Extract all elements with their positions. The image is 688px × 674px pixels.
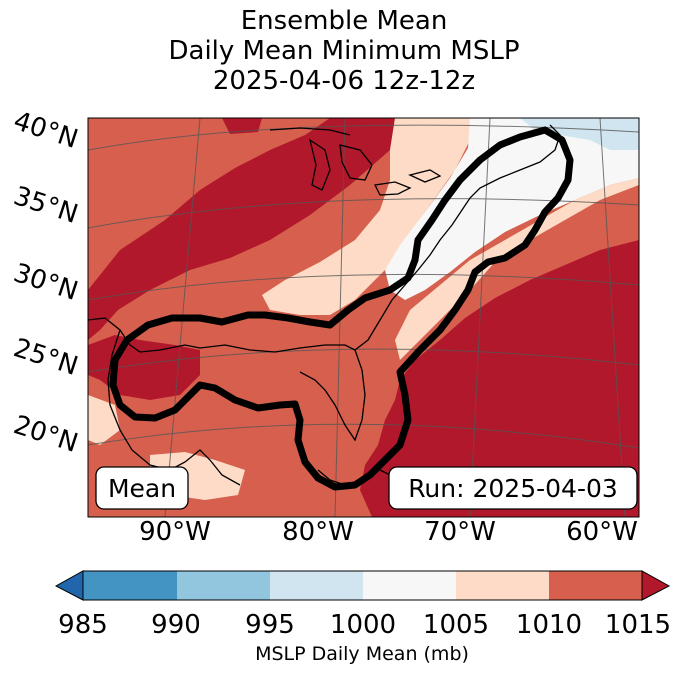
lon-label-90: 90°W	[139, 517, 211, 547]
field-1005-1010-caribbean	[88, 395, 120, 445]
map-frame	[87, 117, 640, 518]
colorbar-tick-990: 990	[151, 610, 201, 640]
colorbar-frame	[82, 570, 643, 601]
colorbar-tick-1000: 1000	[330, 610, 396, 640]
field-above-1015-atlantic	[360, 240, 639, 517]
title-line-1: Ensemble Mean	[240, 6, 448, 36]
colorbar: 985 990 995 1000 1005 1010 1015 MSLP Dai…	[54, 570, 671, 665]
map-panel	[88, 118, 639, 517]
colorbar-bin-1010-1015	[549, 571, 642, 600]
lat-label-20: 20°N	[10, 410, 82, 459]
field-above-1015-west	[88, 118, 395, 340]
lat-label-35: 35°N	[10, 181, 82, 230]
title-line-2: Daily Mean Minimum MSLP	[168, 36, 520, 66]
colorbar-tick-1005: 1005	[423, 610, 489, 640]
lat-label-30: 30°N	[10, 258, 82, 307]
field-above-1015-north	[222, 118, 262, 134]
title-line-3: 2025-04-06 12z-12z	[212, 66, 476, 96]
colorbar-bin-990-995	[177, 571, 270, 600]
lon-label-70: 70°W	[424, 517, 496, 547]
colorbar-tick-995: 995	[245, 610, 295, 640]
lat-label-25: 25°N	[10, 333, 82, 382]
field-1005-1010-ridge	[262, 118, 470, 315]
run-box-label: Run: 2025-04-03	[408, 474, 618, 503]
mean-box-label: Mean	[108, 474, 176, 503]
lat-label-40: 40°N	[10, 106, 82, 155]
colorbar-tick-1015: 1015	[605, 610, 671, 640]
colorbar-bin-1000-1005	[363, 571, 456, 600]
lon-label-60: 60°W	[566, 517, 638, 547]
figure-title: Ensemble Mean Daily Mean Minimum MSLP 20…	[0, 6, 688, 96]
field-1000-1005	[385, 118, 639, 300]
field-995-1000	[520, 118, 639, 150]
mean-box: Mean	[95, 466, 189, 510]
colorbar-bin-1005-1010	[456, 571, 549, 600]
colorbar-label: MSLP Daily Mean (mb)	[255, 643, 469, 665]
colorbar-bin-985-990	[83, 571, 177, 600]
lon-label-80: 80°W	[282, 517, 354, 547]
colorbar-extend-high	[641, 570, 671, 601]
colorbar-bin-995-1000	[270, 571, 363, 600]
mean-contour	[109, 126, 574, 491]
colorbar-tick-1010: 1010	[516, 610, 582, 640]
colorbar-extend-low	[54, 570, 84, 601]
coastlines	[88, 124, 561, 487]
run-box: Run: 2025-04-03	[388, 466, 638, 510]
colorbar-tick-985: 985	[58, 610, 108, 640]
